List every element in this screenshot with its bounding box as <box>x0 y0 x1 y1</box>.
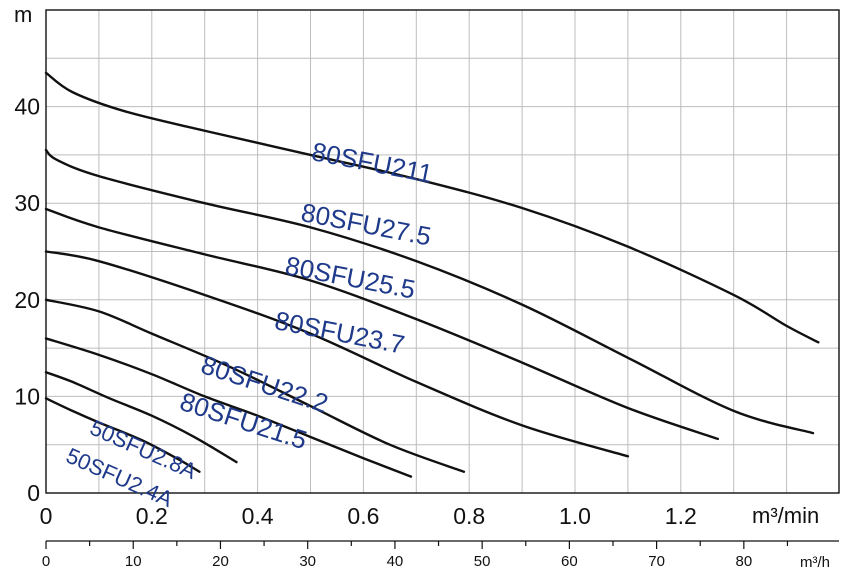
y-tick-label: 20 <box>14 287 40 313</box>
y-tick-label: 40 <box>14 94 40 120</box>
y-tick-label: 10 <box>14 383 40 409</box>
curves <box>44 71 820 478</box>
secondary-x-tick-label: 70 <box>648 553 665 570</box>
curve-80SFU25.5 <box>44 207 720 441</box>
secondary-x-tick-label: 20 <box>212 553 229 570</box>
y-tick-label: 0 <box>27 480 40 506</box>
curve-50SFU2.4A <box>44 397 201 473</box>
secondary-x-axis: 0 10 20 30 40 50 60 70 80 <box>42 540 839 570</box>
curve-labels: 80SFU21180SFU27.580SFU25.580SFU23.780SFU… <box>62 136 435 512</box>
secondary-x-tick-label: 10 <box>125 553 142 570</box>
curve-80SFU21.5 <box>44 337 413 478</box>
curve-label-80SFU23.7: 80SFU23.7 <box>272 305 407 360</box>
x-tick-label: 1.2 <box>665 503 697 529</box>
secondary-x-tick-label: 0 <box>42 553 50 570</box>
secondary-x-tick-label: 80 <box>735 553 752 570</box>
y-tick-label: 30 <box>14 190 40 216</box>
x-tick-label: 0.2 <box>136 503 168 529</box>
curve-80SFU211 <box>44 71 820 344</box>
secondary-x-tick-label: 30 <box>299 553 316 570</box>
x-tick-label: 0.6 <box>347 503 379 529</box>
x-axis-ticks: 0 0.2 0.4 0.6 0.8 1.0 1.2 <box>40 503 697 529</box>
curve-50SFU2.8A <box>44 371 238 464</box>
curve-80SFU27.5 <box>44 148 815 435</box>
secondary-x-tick-label: 40 <box>387 553 404 570</box>
secondary-x-tick-label: 50 <box>474 553 491 570</box>
x-tick-label: 0.8 <box>453 503 485 529</box>
x-tick-label: 0.4 <box>242 503 274 529</box>
x-tick-label: 0 <box>40 503 53 529</box>
secondary-x-axis-unit: m³/h <box>800 554 830 571</box>
grid-lines <box>46 10 839 493</box>
secondary-x-tick-label: 60 <box>561 553 578 570</box>
y-axis-ticks: 0 10 20 30 40 <box>14 94 40 506</box>
curve-80SFU22.2 <box>44 298 466 473</box>
x-axis-unit: m³/min <box>752 503 819 528</box>
curve-80SFU23.7 <box>44 250 630 458</box>
y-axis-unit: m <box>14 2 32 27</box>
curve-label-80SFU25.5: 80SFU25.5 <box>283 250 418 305</box>
x-tick-label: 1.0 <box>559 503 591 529</box>
